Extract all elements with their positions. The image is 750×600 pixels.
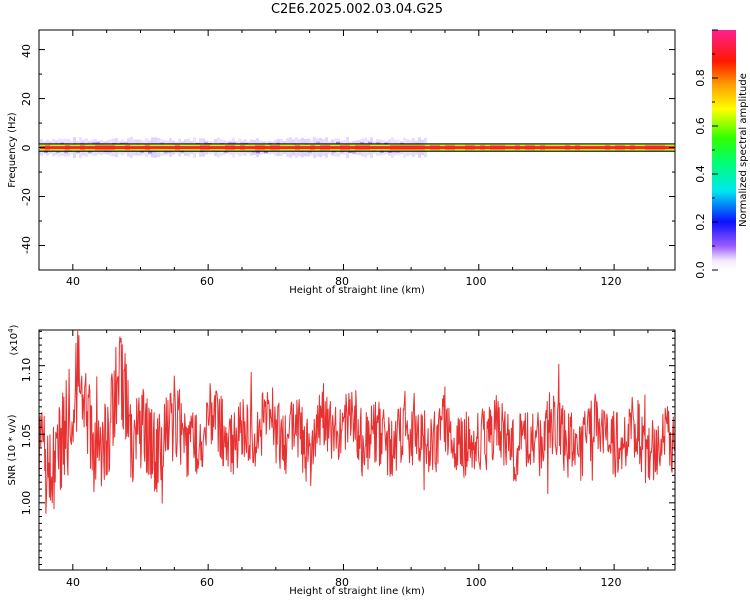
y-tick-label: 1.05 (20, 424, 33, 449)
x-tick-label: 60 (200, 275, 214, 288)
colorbar-ticks (712, 29, 718, 271)
spectrogram-frame (38, 29, 676, 271)
x-tick-label: 80 (335, 576, 349, 589)
x-tick-label: 100 (466, 275, 487, 288)
y-multiplier-base: (x10 (9, 333, 20, 356)
snr-ticks (38, 330, 675, 570)
snr-panel: 40 60 80 100 120 Height of straight line… (7, 324, 676, 597)
x-axis-label: Height of straight line (km) (289, 586, 425, 597)
x-axis-label: Height of straight line (km) (289, 285, 425, 296)
y-axis-label: SNR (10 * v/v) (7, 414, 18, 485)
y-tick-label: -20 (20, 188, 33, 206)
x-tick-label: 40 (66, 275, 80, 288)
x-tick-label: 40 (66, 576, 80, 589)
snr-series-line (38, 330, 676, 514)
colorbar-tick-label: 0.6 (694, 117, 707, 135)
y-axis-label: Frequency (Hz) (7, 112, 18, 188)
y-tick-label: 1.10 (20, 358, 33, 383)
figure-title: C2E6.2025.002.03.04.G25 (271, 2, 443, 17)
y-tick-label: 20 (20, 92, 33, 106)
x-tick-label: 80 (335, 275, 349, 288)
x-tick-label: 120 (601, 576, 622, 589)
x-tick-label: 120 (601, 275, 622, 288)
y-multiplier-close: ) (9, 324, 20, 328)
colorbar-gradient (712, 30, 736, 270)
y-tick-label: -40 (20, 236, 33, 254)
svg-text:(x104): (x104) (7, 324, 20, 355)
y-tick-label: 1.00 (20, 491, 33, 516)
spectrogram-panel: 40 60 80 100 120 Height of straight line… (7, 29, 676, 296)
colorbar-tick-label: 0.2 (694, 213, 707, 231)
y-multiplier-exp: 4 (7, 328, 15, 333)
y-multiplier: (x104) (7, 324, 20, 355)
x-tick-label: 60 (200, 576, 214, 589)
snr-frame (38, 329, 676, 571)
colorbar-tick-label: 0.8 (694, 69, 707, 87)
spectral-band (39, 136, 675, 159)
y-tick-label: 0 (20, 145, 33, 152)
spectrogram-ticks (38, 30, 675, 271)
y-tick-label: 40 (20, 44, 33, 58)
band-peak (40, 146, 674, 149)
colorbar-tick-label: 0.0 (694, 261, 707, 279)
colorbar-label: Normalized spectral amplitude (738, 73, 749, 227)
x-tick-label: 100 (466, 576, 487, 589)
colorbar-tick-label: 0.4 (694, 165, 707, 183)
colorbar: 0.0 0.2 0.4 0.6 0.8 Normalized spectral … (694, 29, 749, 279)
